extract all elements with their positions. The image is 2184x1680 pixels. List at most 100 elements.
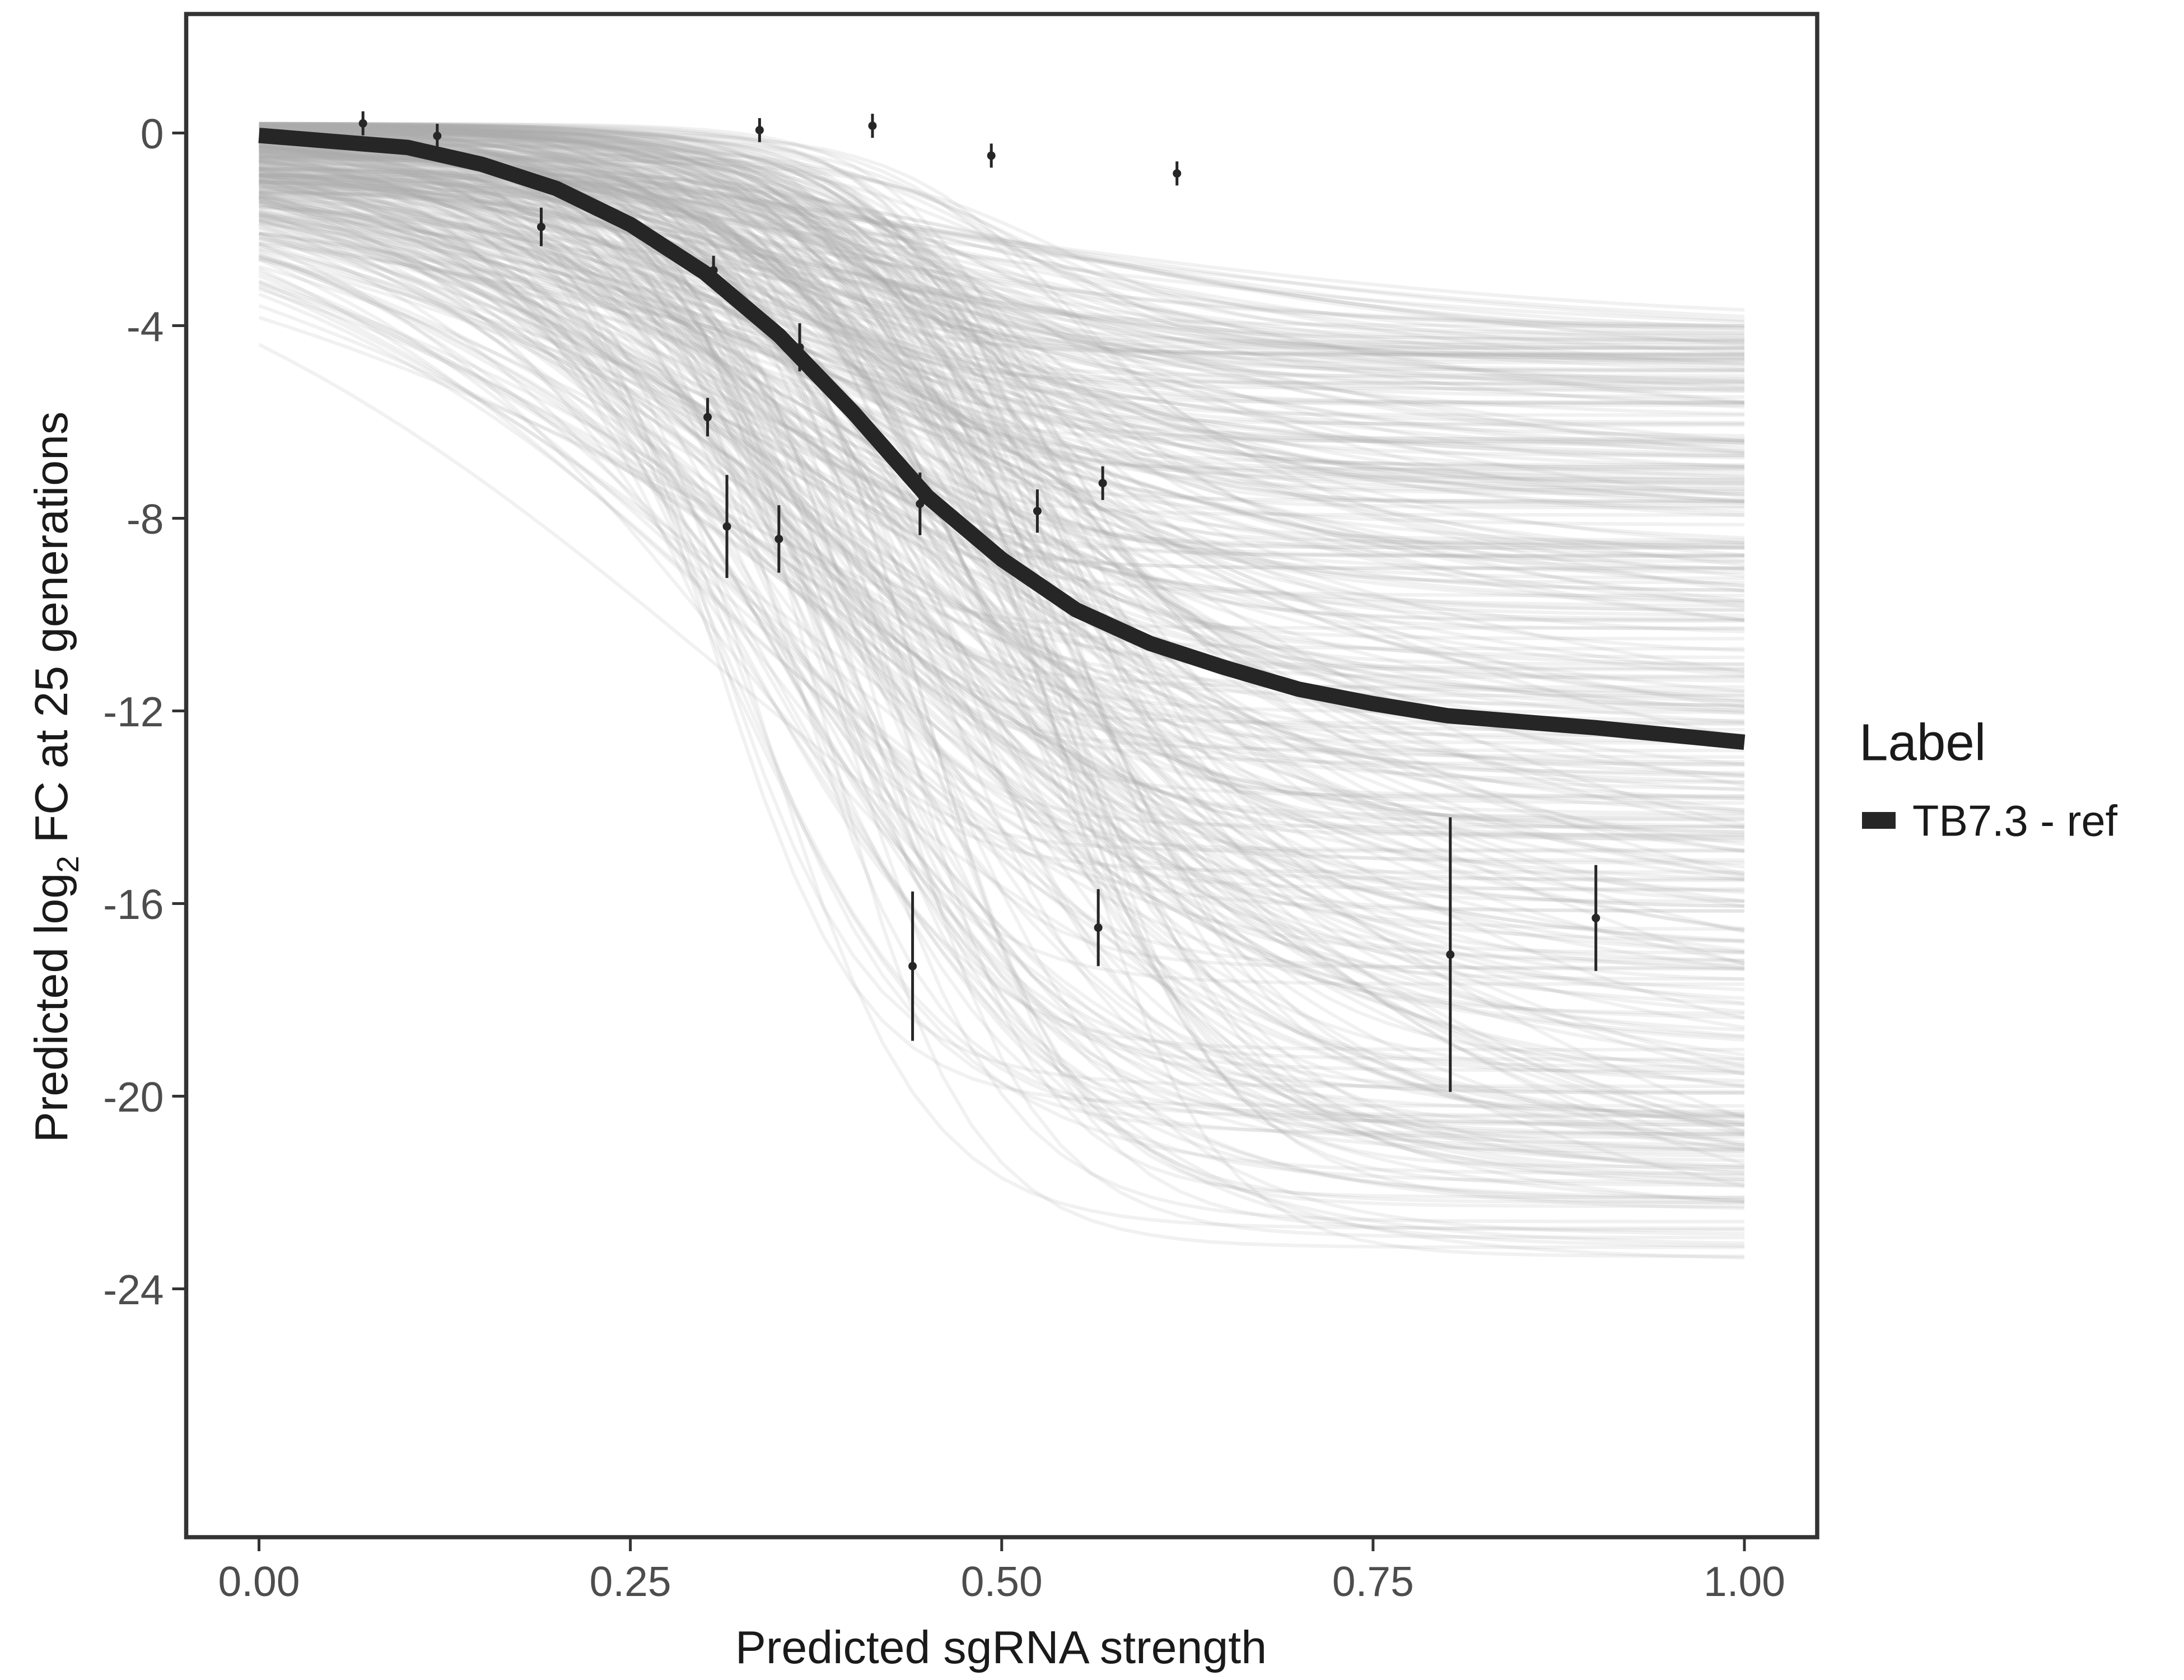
posterior-draw-line <box>259 122 1744 1061</box>
posterior-draw-line <box>259 123 1745 679</box>
posterior-draw-line <box>259 123 1745 1118</box>
posterior-draw-line <box>259 123 1745 712</box>
posterior-draw-line <box>259 155 1745 424</box>
data-point <box>358 119 367 128</box>
y-tick-label: -8 <box>127 496 164 543</box>
posterior-draw-line <box>259 195 1745 455</box>
posterior-draw-line <box>259 129 1744 484</box>
posterior-draw-line <box>258 148 1744 1175</box>
posterior-draw-line <box>259 145 1745 943</box>
posterior-draw-line <box>258 270 1745 1029</box>
posterior-draw-line <box>258 196 1745 703</box>
posterior-draw-line <box>259 174 1745 1158</box>
posterior-draw-line <box>259 144 1744 732</box>
posterior-draw-line <box>259 140 1745 815</box>
posterior-draw-line <box>259 178 1744 349</box>
fit-curve-tb7-3-ref <box>258 128 1746 750</box>
posterior-draw-line <box>259 124 1745 486</box>
posterior-draw-line <box>258 193 1745 713</box>
posterior-draws <box>258 122 1746 1260</box>
posterior-draw-line <box>258 236 1745 846</box>
posterior-draw-line <box>258 265 1745 965</box>
data-point <box>908 962 917 970</box>
posterior-draw-line <box>259 124 1745 1032</box>
posterior-draw-line <box>258 304 1745 869</box>
posterior-draw-line <box>259 127 1745 1178</box>
posterior-draw-line <box>258 202 1745 609</box>
data-point <box>536 222 545 231</box>
posterior-draw-line <box>259 139 1744 891</box>
posterior-draw-line <box>259 147 1745 1016</box>
posterior-draw-line <box>259 127 1745 612</box>
posterior-draw-line <box>259 171 1745 445</box>
posterior-draw-line <box>259 130 1745 963</box>
posterior-draw-line <box>259 166 1745 778</box>
posterior-draw-line <box>259 122 1745 837</box>
posterior-draw-line <box>259 158 1745 702</box>
posterior-draw-line <box>258 200 1745 1061</box>
posterior-draw-line <box>259 176 1745 801</box>
posterior-draw-line <box>259 186 1744 355</box>
posterior-draw-line <box>258 172 1745 1151</box>
posterior-draw-line <box>259 126 1745 486</box>
posterior-draw-line <box>259 139 1745 1083</box>
posterior-draw-line <box>259 136 1745 1116</box>
posterior-draw-line <box>259 122 1745 621</box>
data-point <box>1592 913 1600 922</box>
posterior-draw-line <box>259 186 1745 767</box>
posterior-draw-line <box>258 287 1745 1076</box>
posterior-draw-line <box>259 172 1745 443</box>
posterior-draw-line <box>259 147 1745 634</box>
posterior-draw-line <box>259 183 1745 384</box>
posterior-draw-line <box>259 129 1744 1117</box>
posterior-draw-line <box>259 179 1744 1108</box>
posterior-draw-line <box>258 177 1745 593</box>
posterior-draw-line <box>259 144 1745 791</box>
posterior-draw-line <box>259 123 1745 697</box>
posterior-draw-line <box>259 124 1744 1095</box>
posterior-draw-line <box>259 137 1744 759</box>
posterior-draw-line <box>259 181 1745 492</box>
posterior-draw-line <box>259 164 1745 455</box>
posterior-draw-line <box>258 175 1745 853</box>
posterior-draw-line <box>259 128 1744 837</box>
posterior-draw-line <box>259 123 1745 971</box>
posterior-draw-line <box>258 222 1745 693</box>
posterior-draw-line <box>259 122 1744 1127</box>
data-point <box>433 132 442 141</box>
posterior-draw-line <box>259 167 1745 372</box>
posterior-draw-line <box>259 131 1744 391</box>
posterior-draw-line <box>259 124 1745 1119</box>
posterior-draw-line <box>259 122 1744 550</box>
posterior-draw-line <box>259 127 1744 404</box>
posterior-draw-line <box>258 211 1745 777</box>
posterior-draw-line <box>259 125 1745 981</box>
posterior-draw-line <box>258 169 1745 1133</box>
posterior-draw-line <box>259 231 1745 588</box>
posterior-draw-line <box>258 279 1745 932</box>
posterior-draw-line <box>259 139 1744 622</box>
posterior-draw-line <box>259 142 1744 510</box>
posterior-draw-line <box>259 148 1745 493</box>
posterior-draw-line <box>259 125 1744 444</box>
posterior-draw-line <box>259 184 1744 427</box>
posterior-draw-line <box>258 253 1745 1137</box>
posterior-draw-line <box>259 173 1745 827</box>
posterior-draw-line <box>258 214 1745 1203</box>
posterior-draw-line <box>258 183 1745 1175</box>
posterior-draw-line <box>259 122 1744 549</box>
y-tick-label: -24 <box>103 1266 164 1313</box>
posterior-draw-line <box>258 157 1745 894</box>
posterior-draw-line <box>259 155 1745 404</box>
posterior-draw-line <box>259 124 1744 1127</box>
posterior-draw-line <box>259 190 1745 821</box>
data-point <box>1173 169 1182 178</box>
posterior-draw-line <box>258 225 1745 1039</box>
posterior-draw-line <box>259 128 1744 362</box>
posterior-draw-line <box>258 197 1745 1014</box>
posterior-draw-line <box>259 129 1745 740</box>
posterior-draw-line <box>258 199 1745 843</box>
posterior-draw-line <box>258 150 1745 1095</box>
data-point <box>703 413 712 422</box>
posterior-draw-line <box>259 123 1745 865</box>
